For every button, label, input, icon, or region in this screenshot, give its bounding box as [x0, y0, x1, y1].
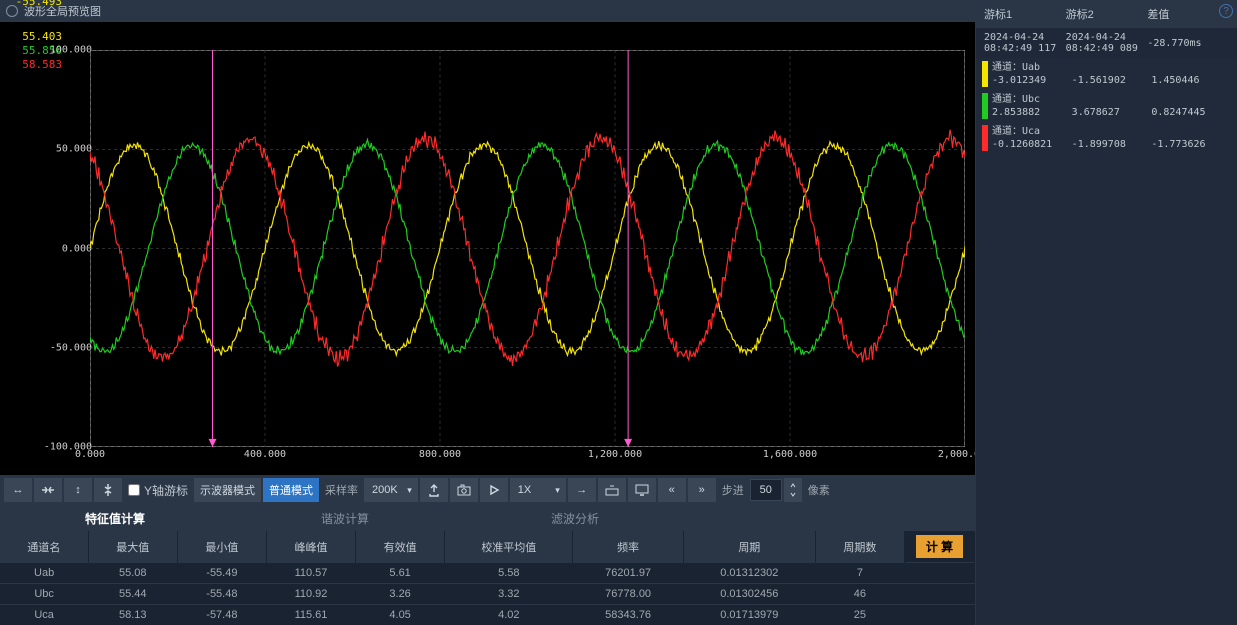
column-header: 最大值 — [88, 531, 177, 563]
sample-rate-select[interactable]: 200K — [364, 478, 418, 502]
cursor-channel-row: 通道：Uca-0.1260821-1.899708-1.773626 — [976, 122, 1237, 154]
monitor-icon[interactable] — [628, 478, 656, 502]
y-cursor-checkbox[interactable]: Y轴游标 — [124, 482, 192, 499]
help-icon[interactable]: ? — [1219, 4, 1233, 18]
calculate-button[interactable]: 计 算 — [916, 535, 963, 558]
cursor-channel-row: 通道：Ubc2.8538823.6786270.8247445 — [976, 90, 1237, 122]
zoom-select[interactable]: 1X — [510, 478, 566, 502]
tab-2[interactable]: 滤波分析 — [460, 505, 690, 531]
x-tick-label: 800.000 — [419, 449, 461, 460]
cursor-panel: ? 游标1 游标2 差值 2024-04-24 08:42:49 117 202… — [975, 0, 1237, 625]
analysis-tabs: 特征值计算谐波计算滤波分析 — [0, 505, 975, 531]
next-icon[interactable]: » — [688, 478, 716, 502]
cursor-channel-row: 通道：Uab-3.012349-1.5619021.450446 — [976, 58, 1237, 90]
channel-color-swatch — [982, 61, 988, 87]
column-header: 最小值 — [177, 531, 266, 563]
chart-plot-area[interactable] — [90, 50, 965, 447]
column-header: 周期 — [683, 531, 815, 563]
expand-vertical-icon[interactable]: ↕ — [64, 478, 92, 502]
y-tick-label: 100.000 — [50, 45, 92, 56]
x-axis: 0.000400.000800.0001,200.0001,600.0002,0… — [90, 449, 965, 463]
normal-mode-button[interactable]: 普通模式 — [263, 478, 319, 502]
play-icon[interactable] — [480, 478, 508, 502]
x-tick-label: 1,200.000 — [588, 449, 642, 460]
y-tick-label: -50.000 — [50, 342, 92, 353]
column-header: 有效值 — [356, 531, 445, 563]
camera-icon[interactable] — [450, 478, 478, 502]
x-tick-label: 0.000 — [75, 449, 105, 460]
toolbar: ↔ ↕ Y轴游标 示波器模式 普通模式 采样率 200K 1X → « » 步进… — [0, 475, 975, 505]
title-bar: 波形全局预览图 — [0, 0, 975, 22]
x-tick-label: 1,600.000 — [763, 449, 817, 460]
waveform-chart[interactable]: 55.40355.85058.583-57.483-55.535-55.493 … — [0, 22, 975, 475]
tab-1[interactable]: 谐波计算 — [230, 505, 460, 531]
column-header: 通道名 — [0, 531, 88, 563]
pixel-label: 像素 — [804, 482, 834, 498]
cursor-header: 游标1 游标2 差值 — [976, 0, 1237, 28]
step-spinner[interactable] — [784, 478, 802, 502]
channel-color-swatch — [982, 93, 988, 119]
series-max-label: 55.403 — [2, 30, 62, 43]
series-min-label: -55.493 — [2, 0, 62, 8]
collapse-vertical-icon[interactable] — [94, 478, 122, 502]
tab-0[interactable]: 特征值计算 — [0, 505, 230, 531]
step-label: 步进 — [718, 482, 748, 498]
table-row: Uab55.08-55.49110.575.615.5876201.970.01… — [0, 563, 975, 584]
sample-rate-label: 采样率 — [321, 482, 362, 498]
y-axis: 100.00050.0000.000-50.000-100.000 — [62, 50, 92, 447]
table-row: Uca58.13-57.48115.614.054.0258343.760.01… — [0, 605, 975, 625]
column-header: 频率 — [573, 531, 683, 563]
column-header: 峰峰值 — [266, 531, 355, 563]
export-icon[interactable] — [420, 478, 448, 502]
collapse-horizontal-icon[interactable] — [34, 478, 62, 502]
series-max-label: 58.583 — [2, 58, 62, 71]
feature-table: 通道名最大值最小值峰峰值有效值校准平均值频率周期周期数计 算 Uab55.08-… — [0, 531, 975, 625]
fit-icon[interactable] — [598, 478, 626, 502]
channel-color-swatch — [982, 125, 988, 151]
column-header: 周期数 — [815, 531, 904, 563]
forward-icon[interactable]: → — [568, 478, 596, 502]
prev-icon[interactable]: « — [658, 478, 686, 502]
scope-mode-button[interactable]: 示波器模式 — [194, 478, 261, 502]
y-tick-label: 0.000 — [62, 243, 92, 254]
cursor-times: 2024-04-24 08:42:49 117 2024-04-24 08:42… — [976, 28, 1237, 58]
expand-horizontal-icon[interactable]: ↔ — [4, 478, 32, 502]
table-row: Ubc55.44-55.48110.923.263.3276778.000.01… — [0, 584, 975, 605]
cursor-diff: -28.770ms — [1147, 32, 1229, 54]
x-tick-label: 400.000 — [244, 449, 286, 460]
step-input[interactable] — [750, 479, 782, 501]
y-tick-label: 50.000 — [56, 144, 92, 155]
column-header: 校准平均值 — [445, 531, 573, 563]
